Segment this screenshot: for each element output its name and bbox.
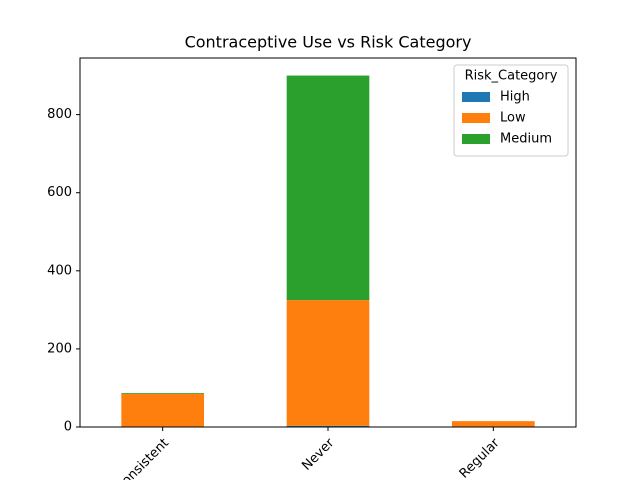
legend-label: Low [500, 111, 526, 126]
x-tick-label: Inconsistent [105, 436, 171, 480]
bar-segment [286, 425, 370, 427]
y-tick-label: 0 [64, 420, 72, 435]
x-tick-label: Regular [457, 435, 503, 480]
x-tick-label: Never [299, 435, 337, 473]
legend-title: Risk_Category [465, 69, 558, 84]
legend-swatch [462, 92, 490, 102]
plot-frame [79, 57, 577, 428]
legend-label: Medium [500, 132, 552, 147]
bar-segment [286, 75, 370, 301]
legend-box [453, 64, 569, 157]
bar-segment [452, 421, 535, 427]
legend-swatch [462, 134, 490, 144]
legend-label: High [500, 90, 530, 105]
legend: Risk_Category High Low Medium [453, 64, 569, 157]
y-tick-label: 800 [47, 107, 72, 122]
chart-title: Contraceptive Use vs Risk Category [185, 33, 472, 52]
bar-segment [286, 300, 370, 426]
bar-segment [121, 393, 204, 394]
y-tick-label: 600 [47, 185, 72, 200]
legend-swatch [462, 113, 490, 123]
bar-segment [121, 393, 204, 427]
y-tick-label: 200 [47, 341, 72, 356]
y-tick-label: 400 [47, 263, 72, 278]
